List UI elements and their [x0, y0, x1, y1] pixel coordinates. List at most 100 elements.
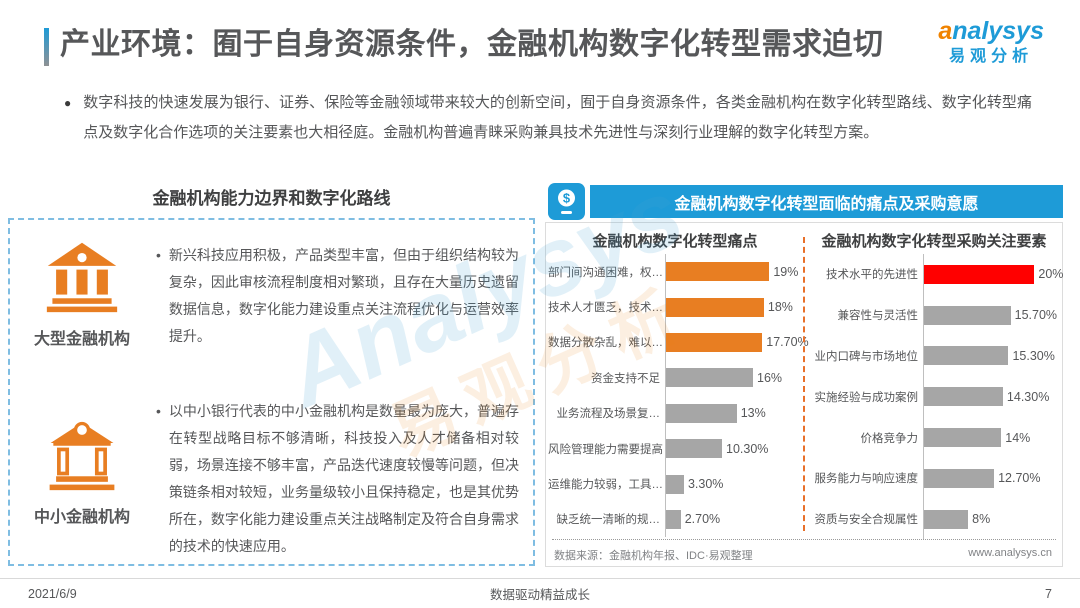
bar: [924, 509, 969, 529]
footer-page-number: 7: [1045, 586, 1052, 601]
bar: [924, 428, 1002, 448]
bar-category-label: 兼容性与灵活性: [837, 310, 919, 323]
bank-small-icon: [49, 421, 115, 491]
bar: [924, 305, 1011, 325]
bar-row: 业务流程及场景复… 13%: [548, 395, 802, 431]
bar-category-label: 价格竞争力: [860, 432, 919, 445]
logo-brand-text: nalysys: [952, 17, 1044, 45]
small-institution-figure: 中小金融机构: [20, 418, 144, 560]
bar-area: 15.30%: [923, 335, 1062, 377]
bar: [666, 474, 684, 494]
bar-area: 18%: [665, 289, 802, 325]
footer-date: 2021/6/9: [28, 586, 77, 601]
bar: [666, 297, 764, 317]
bar-row: 业内口碑与市场地位 15.30%: [806, 335, 1062, 377]
bar-row: 风险管理能力需要提高 10.30%: [548, 430, 802, 467]
bar-category-label: 运维能力较弱，工具…: [548, 479, 663, 492]
bullet-dot-icon: •: [156, 403, 161, 419]
bar-category-label: 资质与安全合规属性: [814, 514, 919, 527]
bar-value-label: 8%: [972, 512, 991, 527]
bar-category-label: 缺乏统一清晰的规…: [556, 514, 661, 527]
bar-area: 12.70%: [923, 457, 1062, 499]
bar-category-label: 实施经验与成功案例: [814, 391, 919, 404]
bar: [666, 262, 770, 282]
large-institution-figure: 大型金融机构: [20, 240, 144, 350]
intro-text: 数字科技的快速发展为银行、证券、保险等金融领域带来较大的创新空间，囿于自身资源条…: [83, 94, 1032, 141]
bar-value-label: 20%: [1038, 267, 1064, 282]
data-source-note: 数据来源：金融机构年报、IDC·易观整理: [554, 550, 753, 562]
bar-value-label: 18%: [767, 300, 793, 315]
bar-row: 服务能力与响应速度 12.70%: [806, 457, 1062, 499]
bar-value-label: 3.30%: [687, 477, 724, 492]
title-accent-bar: [44, 28, 49, 66]
logo-chinese-name: 易观分析: [949, 47, 1034, 65]
pain-points-chart-title: 金融机构数字化转型痛点: [592, 233, 758, 250]
bar-category-label: 业务流程及场景复…: [556, 408, 661, 421]
bar-value-label: 16%: [757, 370, 783, 385]
capability-panel: 大型金融机构 • 新兴科技应用积极，产品类型丰富，但由于组织结构较为复杂，因此审…: [8, 218, 535, 566]
footer: 2021/6/9 数据驱动精益成长 7: [0, 578, 1080, 608]
pain-points-chart-rows: 部门间沟通困难，权… 19% 技术人才匮乏，技术… 18% 数据分散杂乱，难以… 17.7…: [548, 254, 809, 538]
bar-value-label: 19%: [773, 264, 799, 279]
bar-value-label: 14.30%: [1006, 389, 1050, 404]
bar-area: 19%: [665, 254, 802, 290]
header: 产业环境：囿于自身资源条件，金融机构数字化转型需求迫切 analysys 易观分…: [44, 17, 1044, 66]
footer-slogan: 数据驱动精益成长: [489, 588, 591, 602]
bar: [666, 403, 737, 423]
bar-value-label: 15.30%: [1012, 348, 1055, 363]
bar-area: 17.70%: [665, 324, 809, 361]
bar-area: 13%: [665, 395, 802, 431]
bar: [924, 387, 1003, 407]
small-institution-row: 中小金融机构 • 以中小银行代表的中小金融机构是数量最为庞大，普遍存在转型战略目…: [10, 396, 533, 560]
website-link[interactable]: www.analysys.cn: [968, 547, 1052, 559]
bar-value-label: 12.70%: [998, 471, 1041, 486]
bar-area: 3.30%: [665, 466, 802, 502]
left-panel-title: 金融机构能力边界和数字化路线: [152, 189, 391, 208]
bar-row: 兼容性与灵活性 15.70%: [806, 294, 1062, 336]
large-institution-desc: 新兴科技应用积极，产品类型丰富，但由于组织结构较为复杂，因此审核流程制度相对繁琐…: [168, 247, 519, 344]
bar-area: 14.30%: [923, 376, 1062, 418]
mobile-payment-icon: $: [548, 183, 585, 220]
bar-category-label: 部门间沟通困难，权…: [548, 266, 663, 279]
logo-wordmark: analysys: [938, 17, 1044, 46]
bar-value-label: 17.70%: [766, 335, 809, 350]
bar-category-label: 数据分散杂乱，难以…: [548, 337, 663, 350]
bar-row: 价格竞争力 14%: [806, 417, 1062, 458]
bar-area: 14%: [923, 417, 1062, 458]
bar-value-label: 14%: [1005, 430, 1031, 445]
bar: [666, 509, 681, 529]
bar-category-label: 风险管理能力需要提高: [548, 443, 663, 456]
svg-text:$: $: [563, 191, 571, 206]
pain-points-chart: 金融机构数字化转型痛点 部门间沟通困难，权… 19% 技术人才匮乏，技术… 18% 数据…: [548, 223, 809, 538]
purchase-factors-chart: 金融机构数字化转型采购关注要素 技术水平的先进性 20% 兼容性与灵活性 15.70%…: [806, 223, 1064, 540]
bar: [666, 368, 754, 388]
chart-divider: [803, 237, 805, 531]
bar-area: 2.70%: [665, 501, 802, 538]
small-institution-text: • 以中小银行代表的中小金融机构是数量最为庞大，普遍存在转型战略目标不够清晰，科…: [144, 396, 533, 560]
bar: [666, 332, 763, 352]
purchase-factors-chart-rows: 技术水平的先进性 20% 兼容性与灵活性 15.70% 业内口碑与市场地位 15.30% 实…: [806, 254, 1064, 540]
bar: [666, 439, 723, 459]
small-institution-desc: 以中小银行代表的中小金融机构是数量最为庞大，普遍存在转型战略目标不够清晰，科技投…: [168, 403, 519, 554]
bullet-dot-icon: ●: [64, 96, 72, 110]
large-institution-label: 大型金融机构: [33, 331, 130, 348]
bar: [924, 264, 1035, 284]
bar-row: 缺乏统一清晰的规… 2.70%: [548, 501, 802, 538]
bar-area: 15.70%: [923, 294, 1062, 336]
bullet-dot-icon: •: [156, 247, 161, 263]
analysys-logo: analysys 易观分析: [938, 17, 1044, 65]
bar: [924, 346, 1009, 366]
bar-row: 资金支持不足 16%: [548, 360, 802, 396]
bar-area: 20%: [923, 254, 1064, 295]
bar-row: 运维能力较弱，工具… 3.30%: [548, 466, 802, 502]
large-institution-row: 大型金融机构 • 新兴科技应用积极，产品类型丰富，但由于组织结构较为复杂，因此审…: [10, 240, 533, 350]
page-title: 产业环境：囿于自身资源条件，金融机构数字化转型需求迫切: [60, 28, 884, 61]
bar-category-label: 业内口碑与市场地位: [814, 350, 919, 363]
bar-row: 技术水平的先进性 20%: [806, 254, 1064, 295]
bar-area: 8%: [923, 498, 1062, 540]
bar-value-label: 10.30%: [726, 441, 769, 456]
bar-row: 数据分散杂乱，难以… 17.70%: [548, 324, 809, 361]
large-institution-text: • 新兴科技应用积极，产品类型丰富，但由于组织结构较为复杂，因此审核流程制度相对…: [144, 240, 533, 350]
bar-row: 实施经验与成功案例 14.30%: [806, 376, 1062, 418]
bank-large-icon: [46, 242, 118, 313]
